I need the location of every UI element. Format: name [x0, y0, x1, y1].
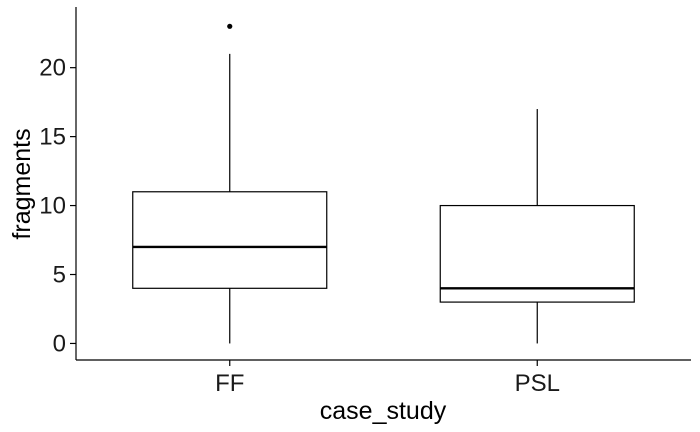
plot-area [132, 23, 635, 344]
y-tick-label: 0 [53, 330, 66, 357]
y-tick-label: 10 [39, 193, 66, 220]
box-ff [132, 23, 328, 344]
x-axis-title: case_study [320, 397, 447, 425]
y-axis-title: fragments [8, 128, 36, 239]
box-psl [439, 109, 635, 344]
y-tick-label: 15 [39, 124, 66, 151]
x-tick-label: PSL [515, 370, 560, 397]
iqr-box [132, 191, 328, 289]
y-tick-label: 20 [39, 55, 66, 82]
outlier-point [227, 23, 233, 29]
y-tick-label: 5 [53, 262, 66, 289]
x-tick-label: FF [215, 370, 244, 397]
iqr-box [439, 204, 635, 303]
